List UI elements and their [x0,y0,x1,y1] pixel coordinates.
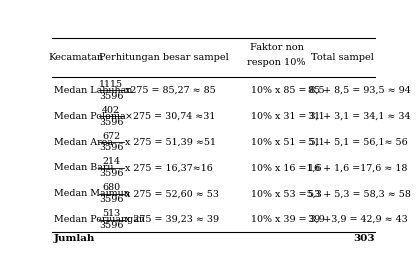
Text: 10% x 53 =5,3: 10% x 53 =5,3 [252,189,322,198]
Text: Perhitungan besar sampel: Perhitungan besar sampel [99,53,229,62]
Text: 513: 513 [102,209,120,218]
Text: 10% x 16 =1,6: 10% x 16 =1,6 [252,163,322,172]
Text: ×275 = 30,74 ≈31: ×275 = 30,74 ≈31 [125,112,215,121]
Text: 672: 672 [102,132,120,141]
Text: 402: 402 [102,106,120,115]
Text: Medan Maimun: Medan Maimun [54,189,130,198]
Text: 3596: 3596 [99,169,123,178]
Text: 1115: 1115 [99,80,123,89]
Text: x275 = 85,27 ≈ 85: x275 = 85,27 ≈ 85 [125,86,216,95]
Text: Faktor non: Faktor non [250,43,303,52]
Text: 53 + 5,3 = 58,3 ≈ 58: 53 + 5,3 = 58,3 ≈ 58 [308,189,411,198]
Text: 85 + 8,5 = 93,5 ≈ 94: 85 + 8,5 = 93,5 ≈ 94 [308,86,411,95]
Text: 214: 214 [102,158,120,166]
Text: 10% x 31 = 3,1: 10% x 31 = 3,1 [252,112,325,121]
Text: Jumlah: Jumlah [54,234,95,243]
Text: 3596: 3596 [99,195,123,204]
Text: 31 + 3,1 = 34,1 ≈ 34: 31 + 3,1 = 34,1 ≈ 34 [308,112,410,121]
Text: Medan Perjuangan: Medan Perjuangan [54,215,145,224]
Text: Medan Area: Medan Area [54,138,113,147]
Text: Medan Polonia: Medan Polonia [54,112,125,121]
Text: 10% x 85 = 8,5: 10% x 85 = 8,5 [252,86,325,95]
Text: x 275 = 52,60 ≈ 53: x 275 = 52,60 ≈ 53 [125,189,219,198]
Text: Kecamatan: Kecamatan [48,53,103,62]
Text: 16 + 1,6 =17,6 ≈ 18: 16 + 1,6 =17,6 ≈ 18 [308,163,408,172]
Text: respon 10%: respon 10% [247,58,306,67]
Text: 51 + 5,1 = 56,1≈ 56: 51 + 5,1 = 56,1≈ 56 [308,138,408,147]
Text: 3596: 3596 [99,221,123,230]
Text: Total sampel: Total sampel [311,53,374,62]
Text: x 275 = 39,23 ≈ 39: x 275 = 39,23 ≈ 39 [125,215,219,224]
Text: Medan Labuhan: Medan Labuhan [54,86,132,95]
Text: 10% x 51 = 5,1: 10% x 51 = 5,1 [252,138,325,147]
Text: x 275 = 16,37≈16: x 275 = 16,37≈16 [125,163,213,172]
Text: x 275 = 51,39 ≈51: x 275 = 51,39 ≈51 [125,138,216,147]
Text: 680: 680 [102,183,120,192]
Text: Medan Baru: Medan Baru [54,163,113,172]
Text: 3596: 3596 [99,92,123,101]
Text: 303: 303 [354,234,375,243]
Text: 10% x 39 = 3,9: 10% x 39 = 3,9 [252,215,325,224]
Text: 3596: 3596 [99,144,123,152]
Text: 3596: 3596 [99,118,123,127]
Text: 39 +3,9 = 42,9 ≈ 43: 39 +3,9 = 42,9 ≈ 43 [308,215,408,224]
